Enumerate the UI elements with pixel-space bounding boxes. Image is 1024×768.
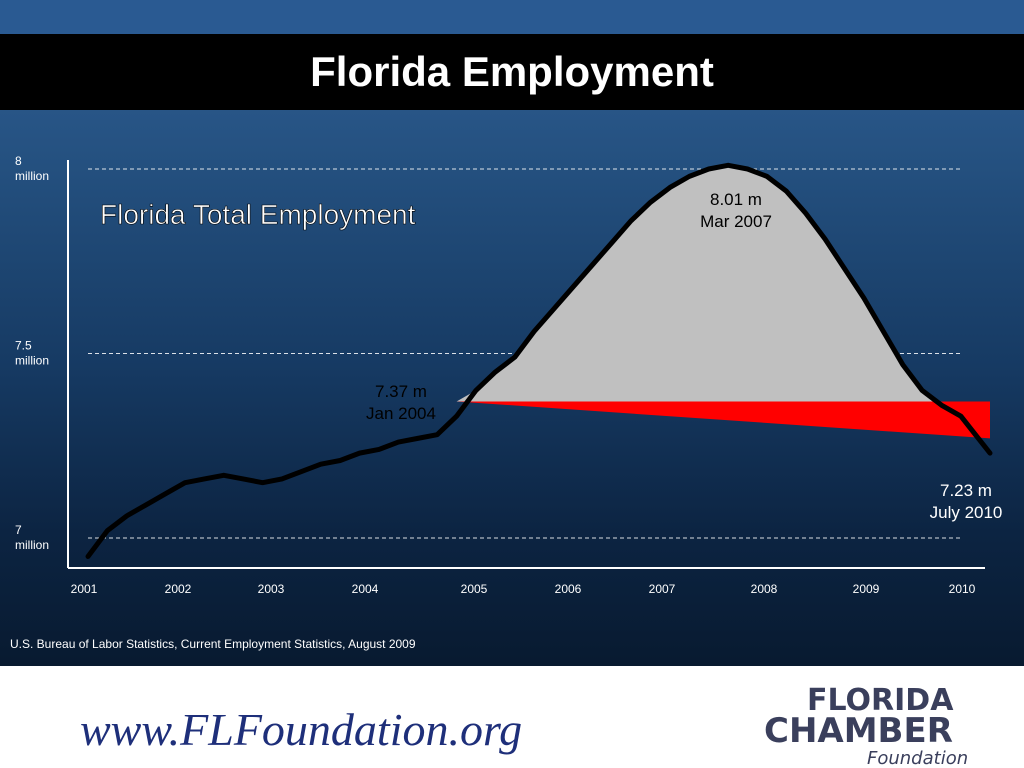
- slide-title: Florida Employment: [310, 48, 714, 95]
- y-tick-label: 7.5 million: [15, 339, 49, 368]
- chart-title: Florida Total Employment: [100, 199, 416, 230]
- x-tick-label: 2004: [352, 582, 379, 596]
- y-tick-label: 8 million: [15, 154, 49, 183]
- x-tick-label: 2002: [165, 582, 192, 596]
- source-note: U.S. Bureau of Labor Statistics, Current…: [10, 637, 416, 651]
- y-tick-value: 7: [15, 523, 22, 537]
- annotation-label: 7.23 m July 2010: [930, 481, 1003, 522]
- x-tick-label: 2006: [555, 582, 582, 596]
- y-tick-unit: million: [15, 169, 49, 183]
- y-tick-value: 7.5: [15, 339, 32, 353]
- x-tick-label: 2009: [853, 582, 880, 596]
- top-strip: [0, 0, 1024, 34]
- area-layer: [456, 165, 990, 439]
- loss-wedge: [456, 401, 990, 439]
- x-tick-label: 2001: [71, 582, 98, 596]
- annotation-value: 7.23 m: [940, 481, 992, 500]
- x-tick-label: 2005: [461, 582, 488, 596]
- x-tick-label: 2008: [751, 582, 778, 596]
- annotation-date: Mar 2007: [700, 212, 772, 231]
- y-tick-value: 8: [15, 154, 22, 168]
- annotation-date: Jan 2004: [366, 404, 436, 423]
- y-tick-label: 7 million: [15, 523, 49, 552]
- annotation-date: July 2010: [930, 503, 1003, 522]
- florida-chamber-logo: FLORIDA CHAMBER Foundation: [764, 683, 968, 768]
- annotation-value: 7.37 m: [375, 382, 427, 401]
- logo-line-foundation: Foundation: [867, 748, 968, 768]
- annotation-value: 8.01 m: [710, 190, 762, 209]
- x-tick-label: 2010: [949, 582, 976, 596]
- line-layer: [85, 162, 993, 559]
- annotation-label: 8.01 m Mar 2007: [700, 190, 772, 231]
- website-link[interactable]: www.FLFoundation.org: [80, 704, 523, 755]
- annotation-label: 7.37 m Jan 2004: [366, 382, 436, 423]
- y-tick-unit: million: [15, 354, 49, 368]
- y-tick-unit: million: [15, 538, 49, 552]
- logo-line-chamber: CHAMBER: [764, 711, 953, 751]
- x-tick-label: 2003: [258, 582, 285, 596]
- axis-layer: [67, 160, 985, 569]
- growth-area: [456, 165, 937, 402]
- employment-line: [85, 162, 993, 559]
- x-tick-label: 2007: [649, 582, 676, 596]
- title-bar: Florida Employment: [0, 34, 1024, 110]
- logo-line-florida: FLORIDA: [807, 683, 954, 718]
- footer: [0, 666, 1024, 768]
